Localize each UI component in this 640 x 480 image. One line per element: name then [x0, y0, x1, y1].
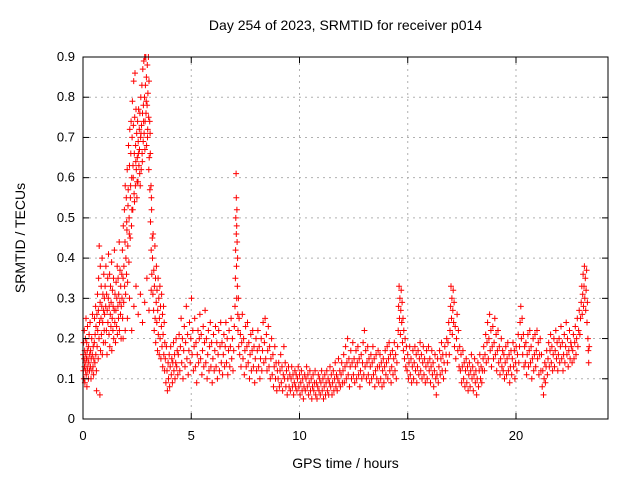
y-tick-label: 0.3 [57, 290, 75, 305]
y-tick-label: 0.6 [57, 170, 75, 185]
y-tick-label: 0.5 [57, 210, 75, 225]
chart-title: Day 254 of 2023, SRMTID for receiver p01… [208, 17, 483, 33]
y-tick-label: 0.7 [57, 129, 75, 144]
y-axis-label: SRMTID / TECUs [12, 182, 28, 294]
x-tick-label: 20 [509, 428, 523, 443]
x-tick-label: 5 [188, 428, 195, 443]
y-tick-label: 0.9 [57, 49, 75, 64]
y-tick-label: 0.1 [57, 371, 75, 386]
y-tick-label: 0 [68, 411, 75, 426]
y-tick-label: 0.8 [57, 89, 75, 104]
x-axis-label: GPS time / hours [292, 455, 399, 471]
x-tick-label: 0 [79, 428, 86, 443]
x-tick-label: 10 [292, 428, 306, 443]
y-tick-label: 0.4 [57, 250, 75, 265]
data-points [80, 54, 593, 402]
y-tick-label: 0.2 [57, 331, 75, 346]
plot-border [82, 56, 609, 420]
x-tick-label: 15 [401, 428, 415, 443]
